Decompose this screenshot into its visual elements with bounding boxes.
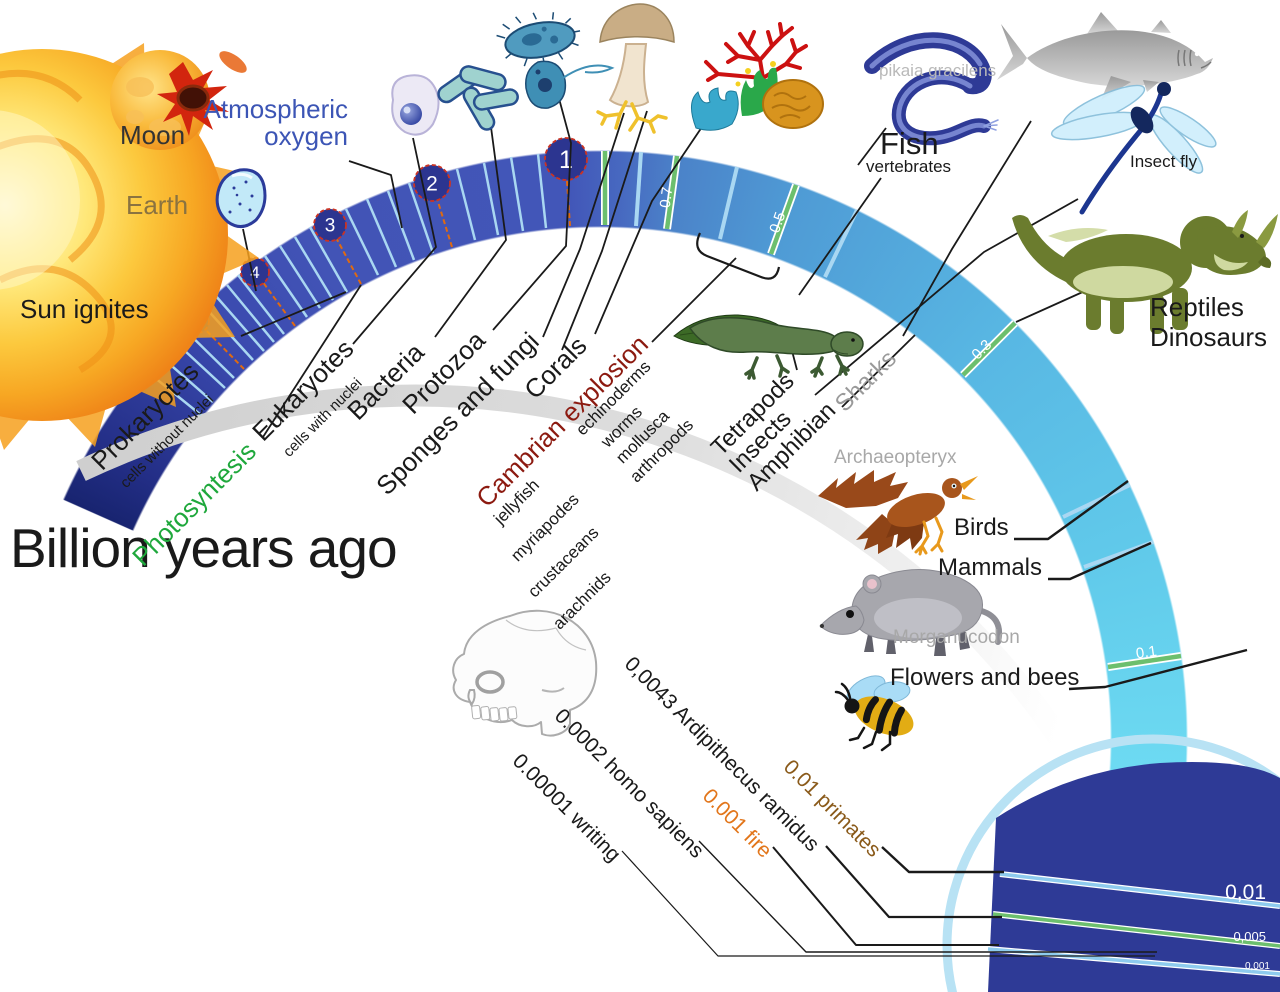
morganucodon-illustration	[819, 569, 1002, 656]
birds-label: Birds	[954, 514, 1009, 541]
pikaia-illustration	[864, 32, 999, 146]
dinosaurs-label: Dinosaurs	[1150, 322, 1268, 352]
earth-label: Earth	[126, 190, 189, 220]
archaeopteryx-label: Archaeopteryx	[834, 447, 957, 468]
band-label-0.3: 0.3	[968, 336, 995, 363]
band-label-0.7: 0.7	[657, 186, 677, 209]
band-label-0.1: 0.1	[1135, 643, 1158, 663]
magnifier-lens: 0,01 0,005 0,001	[942, 734, 1280, 992]
archaeopteryx-illustration	[818, 470, 978, 556]
marker-4: 4	[250, 263, 259, 282]
fish-label: Fish	[880, 126, 939, 161]
mushroom-illustration	[596, 3, 675, 134]
corals-illustration	[691, 22, 824, 131]
band-label-0.5: 0.5	[766, 210, 789, 235]
flowers-and-bees-label: Flowers and bees	[890, 664, 1080, 691]
event-lines	[601, 151, 1182, 671]
mammals-label: Mammals	[938, 554, 1043, 581]
morganucodon-label: Morganucodon	[893, 627, 1020, 648]
atmospheric-oxygen-label: Atmospheric oxygen	[196, 94, 349, 151]
wedge-label-0005: 0,005	[1233, 929, 1266, 944]
marker-2: 2	[426, 172, 438, 195]
page-title: Billion years ago	[10, 517, 398, 579]
shark-illustration	[997, 12, 1213, 100]
bacteria-illustration	[437, 65, 519, 131]
marker-circles: 5 4 3 2 1	[184, 137, 588, 334]
bee-illustration	[834, 675, 914, 752]
wedge-label-001: 0,01	[1225, 881, 1266, 904]
leader-lines	[109, 90, 1248, 957]
eukaryote-cell-illustration	[391, 74, 440, 136]
wedge-label-0001: 0,001	[1245, 961, 1270, 972]
early-earth-illustration	[215, 168, 267, 228]
fish-sublabel: vertebrates	[866, 157, 952, 176]
atmospheric-line1: Atmospheric	[203, 94, 349, 124]
salamander-illustration	[688, 317, 864, 380]
moon-label: Moon	[120, 120, 186, 150]
insect-fly-label: Insect fly	[1130, 152, 1198, 171]
flagellate-illustration	[525, 60, 615, 109]
triceratops-illustration	[1012, 210, 1278, 334]
reptiles-label: Reptiles	[1150, 292, 1244, 322]
dragonfly-illustration	[1050, 82, 1217, 215]
pikaia-label: pikaia gracilens	[879, 61, 997, 80]
sun-ignites-label: Sun ignites	[20, 294, 149, 324]
ciliate-illustration	[496, 12, 581, 67]
human-skull-illustration	[452, 609, 598, 737]
fungi-mycelium-illustration	[596, 100, 668, 134]
moon-impact-illustration	[110, 50, 247, 150]
marker-3: 3	[325, 216, 336, 237]
atmospheric-line2: oxygen	[264, 120, 348, 151]
